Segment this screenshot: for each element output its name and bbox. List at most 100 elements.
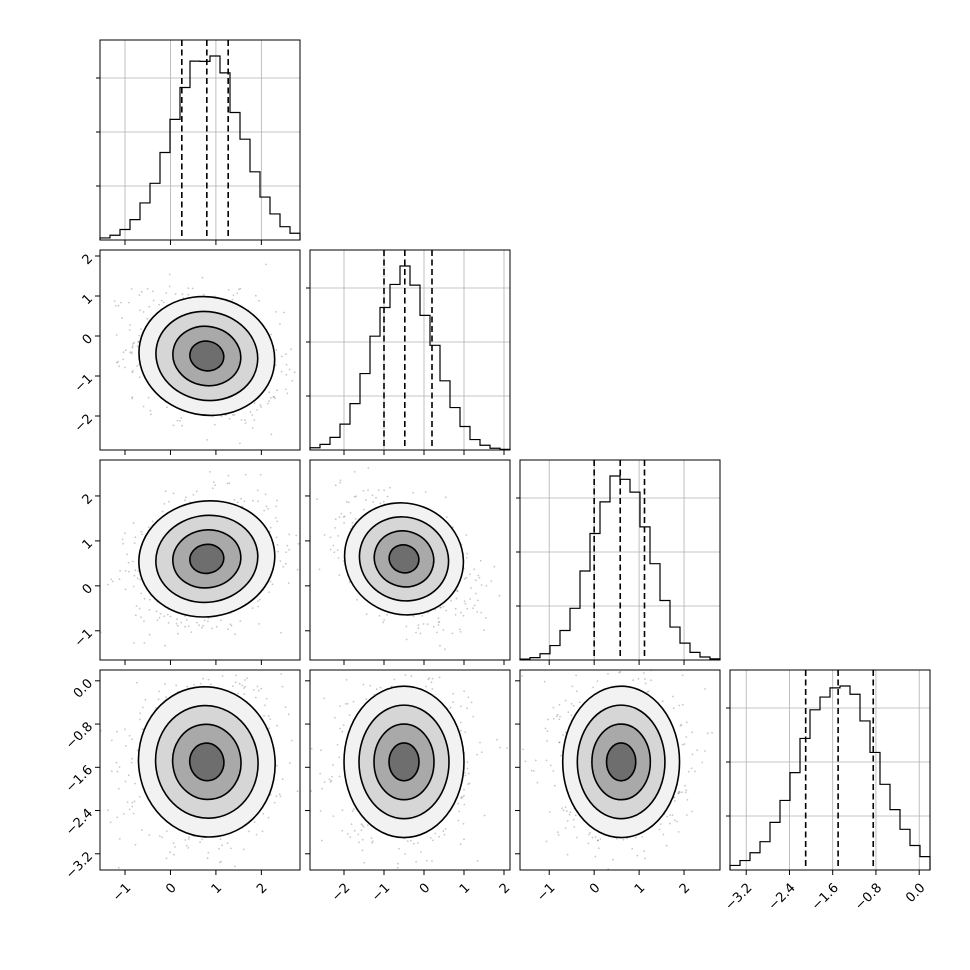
- scatter-point: [379, 502, 382, 505]
- scatter-point: [450, 599, 452, 602]
- scatter-point: [444, 496, 447, 499]
- hist-panel-0-bg: [100, 40, 300, 240]
- scatter-point: [354, 518, 357, 520]
- scatter-point: [397, 862, 399, 865]
- scatter-point: [506, 747, 508, 749]
- scatter-point: [221, 844, 223, 847]
- scatter-point: [431, 839, 434, 842]
- scatter-point: [445, 516, 448, 519]
- scatter-point: [180, 621, 183, 624]
- scatter-point: [285, 373, 288, 376]
- scatter-point: [644, 682, 647, 685]
- scatter-point: [451, 632, 454, 635]
- hist-step-3: [729, 685, 931, 870]
- scatter-point: [148, 633, 151, 636]
- scatter-point: [136, 577, 139, 580]
- scatter-point: [332, 815, 335, 817]
- scatter-point: [257, 689, 260, 692]
- scatter-point: [343, 522, 345, 524]
- scatter-point: [465, 534, 468, 536]
- scatter-point: [158, 835, 161, 837]
- scatter-point: [236, 501, 239, 504]
- scatter-point: [480, 584, 483, 586]
- scatter-point: [268, 591, 270, 594]
- scatter-point: [560, 754, 562, 757]
- scatter-point: [118, 766, 121, 768]
- scatter-point: [138, 607, 141, 610]
- scatter-point: [476, 753, 479, 756]
- scatter-point: [147, 396, 150, 399]
- scatter-point: [140, 530, 143, 533]
- scatter-point: [151, 520, 154, 523]
- scatter-point: [253, 419, 256, 421]
- scatter-point: [234, 681, 237, 684]
- scatter-point: [121, 317, 123, 320]
- scatter-point: [460, 729, 462, 732]
- scatter-point: [265, 505, 268, 508]
- scatter-point: [466, 552, 468, 555]
- scatter-point: [131, 396, 134, 399]
- scatter-point: [365, 499, 367, 501]
- scatter-point: [275, 311, 277, 313]
- scatter-point: [207, 678, 210, 681]
- scatter-point: [464, 772, 466, 774]
- scatter-point: [243, 500, 246, 503]
- scatter-point: [261, 830, 264, 833]
- scatter-point: [130, 761, 133, 764]
- scatter-point: [556, 831, 559, 834]
- scatter-point: [135, 681, 138, 684]
- scatter-point: [405, 638, 408, 641]
- scatter-point: [571, 685, 574, 688]
- scatter-point: [347, 501, 350, 504]
- scatter-point: [349, 836, 352, 838]
- scatter-point: [184, 499, 186, 502]
- scatter-point: [597, 839, 599, 841]
- scatter-point: [685, 736, 688, 738]
- scatter-point: [259, 473, 262, 476]
- scatter-point: [258, 623, 260, 625]
- scatter-point: [193, 684, 195, 686]
- scatter-point: [115, 334, 118, 336]
- scatter-point: [166, 406, 168, 409]
- scatter-point: [264, 704, 266, 707]
- scatter-point: [251, 414, 254, 416]
- scatter-point: [190, 631, 193, 633]
- scatter-point: [209, 471, 211, 473]
- scatter-point: [616, 838, 618, 840]
- scatter-point: [522, 748, 524, 751]
- scatter-point: [119, 570, 121, 572]
- scatter-point: [127, 301, 130, 304]
- scatter-point: [444, 648, 446, 651]
- scatter-point: [258, 299, 260, 302]
- scatter-point: [690, 767, 693, 770]
- scatter-point: [310, 790, 313, 792]
- scatter-point: [382, 500, 385, 503]
- scatter-point: [159, 612, 162, 615]
- scatter-point: [469, 598, 472, 600]
- scatter-point: [684, 784, 687, 787]
- scatter-point: [425, 685, 427, 688]
- scatter-point: [127, 570, 130, 573]
- scatter-point: [132, 370, 134, 372]
- scatter-point: [458, 810, 461, 813]
- scatter-point: [173, 853, 175, 856]
- scatter-point: [269, 718, 272, 720]
- scatter-point: [202, 624, 204, 627]
- scatter-point: [176, 618, 179, 621]
- scatter-point: [427, 678, 430, 681]
- scatter-point: [207, 851, 210, 854]
- scatter-point: [463, 690, 465, 693]
- scatter-point: [328, 778, 331, 781]
- scatter-point: [406, 840, 409, 842]
- scatter-point: [362, 683, 365, 686]
- scatter-point: [213, 423, 216, 426]
- scatter-point: [172, 492, 175, 495]
- scatter-point: [137, 570, 140, 572]
- scatter-point: [117, 787, 120, 790]
- scatter-point: [285, 551, 288, 554]
- scatter-point: [341, 829, 344, 832]
- scatter-point: [434, 832, 437, 835]
- scatter-point: [263, 714, 265, 717]
- scatter-point: [545, 840, 548, 843]
- scatter-point: [256, 685, 259, 688]
